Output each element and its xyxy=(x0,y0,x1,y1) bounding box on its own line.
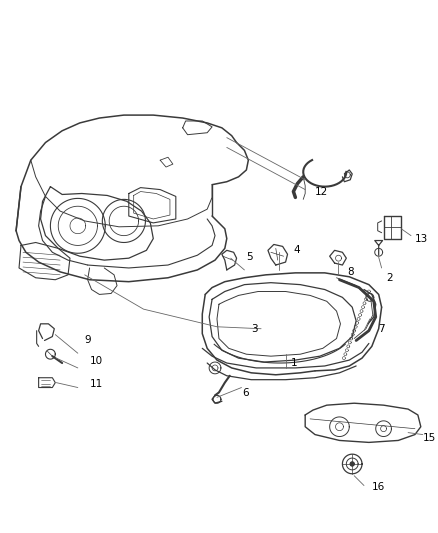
Text: 6: 6 xyxy=(243,389,249,398)
Polygon shape xyxy=(350,462,354,466)
Text: 15: 15 xyxy=(423,433,436,443)
Text: 2: 2 xyxy=(386,273,393,283)
Text: 10: 10 xyxy=(90,356,103,366)
Text: 5: 5 xyxy=(247,252,253,262)
Text: 3: 3 xyxy=(251,324,258,334)
Text: 11: 11 xyxy=(90,378,103,389)
Text: 13: 13 xyxy=(415,233,428,244)
Text: 7: 7 xyxy=(378,324,384,334)
Polygon shape xyxy=(46,349,55,359)
Text: 1: 1 xyxy=(290,358,297,368)
Text: 8: 8 xyxy=(347,267,354,277)
Text: 12: 12 xyxy=(315,187,328,197)
Text: 4: 4 xyxy=(293,245,300,255)
Text: 16: 16 xyxy=(372,482,385,492)
Text: 9: 9 xyxy=(85,335,91,345)
